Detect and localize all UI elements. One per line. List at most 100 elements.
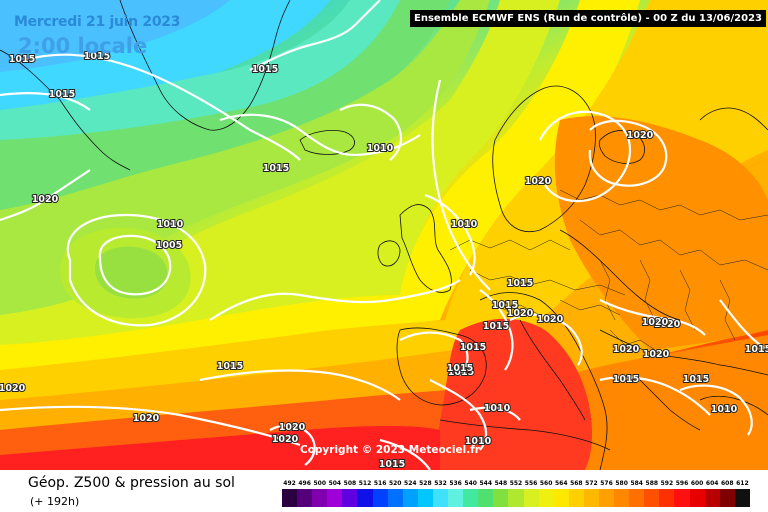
band-orange-europe: [554, 116, 768, 350]
isobar-north-1015: [249, 0, 381, 71]
isobar-label-atl-1010: 1010: [367, 143, 394, 154]
isobar-greenland-north-1015: [0, 92, 91, 111]
isobar-atlantic-1015: [219, 113, 421, 157]
scale-swatch-608: [719, 489, 735, 507]
isobar-ne-1015: [719, 299, 768, 351]
band-yellowgreen: [0, 0, 560, 350]
band-orange-light: [0, 160, 768, 462]
scale-label-604: 604: [705, 480, 719, 487]
isobar-label-tur-1010: 1010: [711, 404, 738, 415]
isobar-iberia-1015: [399, 331, 469, 376]
scale-swatch-612: [734, 489, 750, 507]
scale-swatch-500: [312, 489, 328, 507]
scale-swatch-596: [674, 489, 690, 507]
scale-label-492: 492: [283, 480, 296, 487]
isobar-label-fr-1015: 1015: [507, 278, 533, 289]
isobar-label-bal-1020: 1020: [654, 319, 681, 330]
scale-swatch-588: [644, 489, 660, 507]
isobar-1010-south: [429, 379, 488, 451]
isobar-scan-1020: [539, 110, 632, 203]
scale-label-536: 536: [449, 480, 462, 487]
isobar-1010-uk: [424, 193, 476, 276]
isobar-label-ib-1015c: 1015: [448, 367, 474, 378]
scale-swatch-564: [553, 489, 569, 507]
scale-label-508: 508: [343, 480, 357, 487]
isobar-label-gl-4: 1015: [252, 64, 278, 75]
local-time: 2:00 locale: [18, 34, 148, 58]
scale-swatch-492: [282, 489, 298, 507]
scale-label-560: 560: [539, 480, 553, 487]
isobar-label-e-1015: 1015: [613, 374, 639, 385]
scale-swatch-524: [402, 489, 418, 507]
isobars: [0, 0, 768, 470]
isobar-label-alps-1020: 1020: [537, 314, 564, 325]
isobar-label-atl-n: 1015: [263, 163, 289, 174]
band-green: [0, 0, 450, 215]
scale-swatch-576: [598, 489, 615, 507]
scale-label-556: 556: [524, 480, 538, 487]
scale-label-568: 568: [570, 480, 583, 487]
scale-swatch-556: [523, 489, 539, 507]
parameter-label: Géop. Z500 & pression au sol: [28, 475, 235, 491]
isobar-1015-africa: [379, 438, 431, 470]
isobar-label-sp-1010: 1010: [484, 403, 511, 414]
color-scale-labels: 492 496 500 504 508 512 516 520 524 528 532 536 540 5…: [282, 479, 750, 488]
copyright: Copyright © 2023 Meteociel.fr: [300, 444, 480, 456]
isobar-label-fr-1015b: 1015: [492, 300, 518, 311]
scale-label-516: 516: [373, 480, 387, 487]
scale-label-528: 528: [419, 480, 432, 487]
isobar-east-1020: [599, 299, 706, 336]
isobar-label-ib-1015: 1015: [483, 321, 509, 332]
scale-label-512: 512: [358, 480, 372, 487]
scale-swatch-508: [342, 489, 358, 507]
scale-label-600: 600: [690, 480, 704, 487]
isobar-label-ib-1015b: 1015: [460, 342, 486, 353]
isobar-low-1005: [98, 234, 172, 296]
isobar-greenland-1015: [24, 53, 301, 161]
scale-label-564: 564: [554, 480, 568, 487]
scale-label-500: 500: [313, 480, 326, 487]
isobar-label-e-1020: 1020: [613, 344, 640, 355]
scale-swatch-496: [297, 489, 313, 507]
scale-label-580: 580: [615, 480, 628, 487]
isobar-1015-south-atl: [199, 369, 401, 401]
scale-swatch-520: [387, 489, 403, 507]
scale-label-504: 504: [328, 480, 342, 487]
isobar-label-e-1020b: 1020: [643, 349, 670, 360]
isobar-east-1015: [599, 376, 711, 416]
isobar-1010-sea: [469, 406, 521, 421]
scale-swatch-592: [659, 489, 675, 507]
scale-label-520: 520: [388, 480, 402, 487]
band-red: [430, 318, 593, 470]
isobar-label-atl-s1015: 1015: [217, 361, 243, 372]
band-deep-red: [0, 425, 440, 470]
isobar-scan-1015: [431, 79, 491, 291]
weather-map: 1015 101510151015101510101020101010051010…: [0, 0, 768, 470]
isobar-label-sw-1020c: 1020: [272, 434, 299, 445]
isobar-label-uk-1010: 1010: [451, 219, 478, 230]
scale-label-548: 548: [494, 480, 508, 487]
scale-swatch-512: [357, 489, 373, 507]
scale-swatch-528: [417, 489, 433, 507]
scale-swatch-572: [583, 489, 599, 507]
scale-label-524: 524: [404, 480, 417, 487]
scale-label-596: 596: [675, 480, 689, 487]
isobar-alps-1020: [509, 313, 583, 366]
color-scale-bar: [282, 489, 750, 507]
scale-swatch-552: [508, 489, 524, 507]
scale-swatch-536: [448, 489, 464, 507]
isobar-low-1010: [66, 213, 207, 327]
isobar-label-w-1020: 1020: [0, 383, 26, 394]
lead-time-label: (+ 192h): [30, 495, 80, 508]
isobar-label-gl-2: 1015: [84, 51, 110, 62]
scale-swatch-604: [704, 489, 720, 507]
isobar-label-afr-1015: 1015: [379, 459, 405, 470]
isobar-label-gl-1: 1015: [9, 54, 35, 65]
forecast-date: Mercredi 21 juin 2023: [14, 14, 181, 30]
isobar-label-bal-1020b: 1020: [642, 317, 669, 328]
scale-swatch-544: [478, 489, 494, 507]
scale-label-544: 544: [479, 480, 493, 487]
scale-label-584: 584: [630, 480, 643, 487]
isobar-label-sw-1020: 1020: [133, 413, 160, 424]
